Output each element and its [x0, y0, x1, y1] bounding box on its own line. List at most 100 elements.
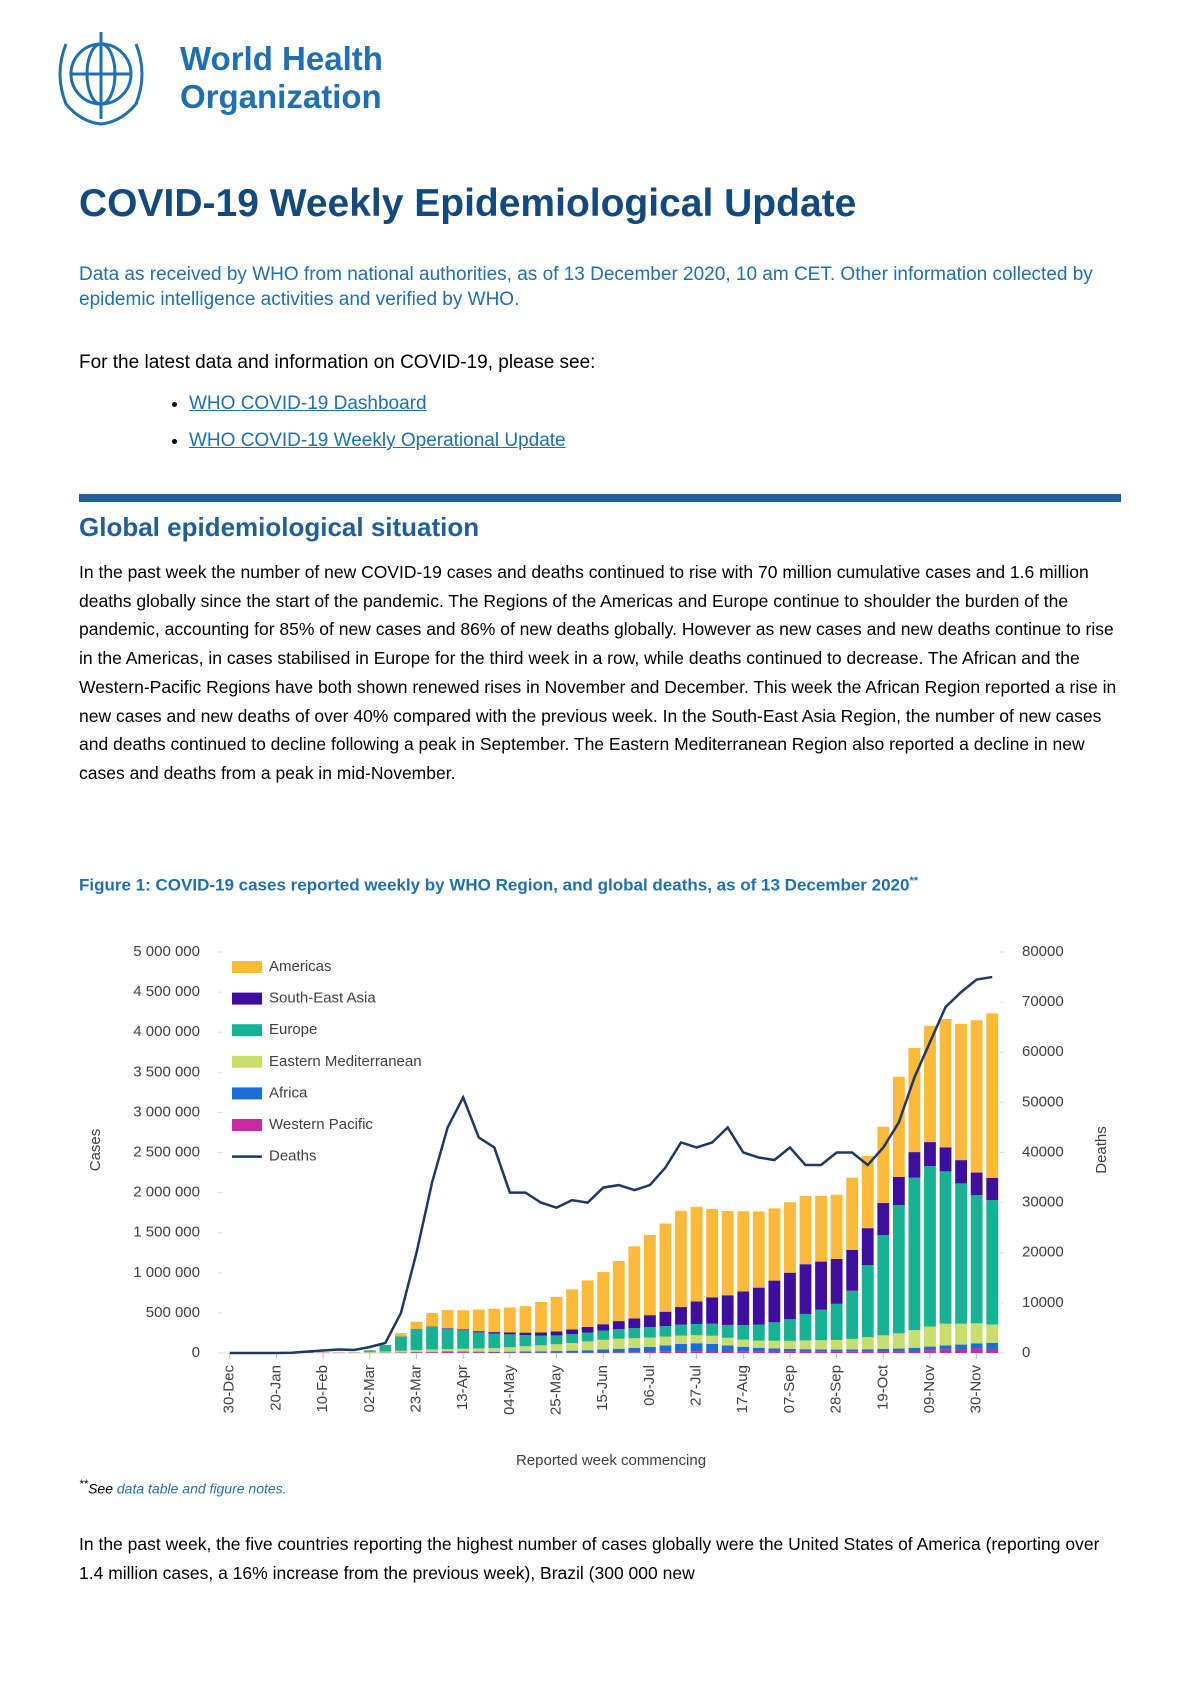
bar-segment [597, 1324, 610, 1331]
bar-segment [955, 1023, 968, 1161]
y-tick-label: 0 [192, 1344, 200, 1361]
link[interactable]: WHO COVID-19 Weekly Operational Update [189, 430, 566, 451]
bar-segment [643, 1346, 656, 1353]
bar-segment [908, 1177, 921, 1331]
bar-segment [690, 1343, 703, 1352]
link[interactable]: WHO COVID-19 Dashboard [189, 393, 427, 414]
bar-segment [861, 1265, 874, 1338]
bar-segment [503, 1351, 516, 1353]
bar-segment [892, 1333, 905, 1349]
bar-segment [503, 1307, 516, 1333]
bar-segment [970, 1323, 983, 1344]
bar-segment [426, 1352, 438, 1353]
bar-segment [550, 1351, 563, 1353]
bar-segment [519, 1306, 532, 1333]
bar-segment [628, 1328, 641, 1339]
legend-label: Europe [269, 1021, 317, 1038]
bar-segment [784, 1351, 796, 1353]
bar-segment [970, 1343, 983, 1349]
bar-segment [752, 1351, 765, 1353]
bar-segment [924, 1346, 936, 1351]
bar-segment [877, 1335, 890, 1349]
bar-segment [955, 1323, 968, 1345]
bar-segment [799, 1264, 812, 1314]
bar-segment [784, 1272, 796, 1320]
y-tick-label: 4 500 000 [133, 983, 200, 1000]
bar-segment [472, 1348, 485, 1352]
bar-segment [768, 1280, 781, 1323]
legend-label: Deaths [269, 1148, 317, 1165]
bar-segment [877, 1203, 890, 1236]
bar-segment [363, 1351, 376, 1353]
bar-segment [706, 1343, 719, 1351]
bar-segment [970, 1172, 983, 1196]
bar-segment [939, 1323, 952, 1346]
legend-swatch [232, 1024, 262, 1037]
bar-segment [628, 1246, 641, 1319]
subtitle: Data as received by WHO from national au… [79, 264, 1093, 310]
bar-segment [846, 1290, 859, 1339]
footnote-link[interactable]: data table and figure notes. [116, 1480, 287, 1497]
link-list: WHO COVID-19 Dashboard WHO COVID-19 Week… [79, 385, 566, 459]
bar-segment [768, 1348, 781, 1352]
bar-segment [721, 1211, 734, 1296]
bar-segment [830, 1194, 843, 1259]
bar-segment [410, 1352, 423, 1353]
bar-segment [861, 1228, 874, 1266]
bar-segment [550, 1331, 563, 1336]
y2-tick-label: 40000 [1022, 1143, 1064, 1160]
bar-segment [768, 1208, 781, 1281]
bar-segment [659, 1351, 672, 1353]
bar-segment [457, 1352, 470, 1353]
bar-segment [924, 1142, 936, 1167]
bar-segment [721, 1324, 734, 1338]
bar-segment [784, 1202, 796, 1273]
bar-segment [986, 1200, 999, 1325]
bar-segment [924, 1326, 936, 1347]
x-axis-title: Reported week commencing [516, 1452, 706, 1469]
bar-segment [472, 1309, 485, 1332]
bar-segment [597, 1349, 610, 1353]
footnote: **See data table and figure notes. [79, 1478, 287, 1497]
x-tick-label: 09-Nov [921, 1365, 938, 1414]
bar-segment [566, 1329, 579, 1335]
bar-segment [924, 1166, 936, 1327]
bar-segment [441, 1309, 454, 1329]
caption-mark: ** [909, 875, 918, 887]
bar-segment [550, 1344, 563, 1352]
bar-segment [784, 1319, 796, 1341]
bar-segment [488, 1351, 501, 1353]
bar-segment [675, 1210, 687, 1308]
bar-segment [519, 1332, 532, 1336]
bar-segment [659, 1345, 672, 1352]
bar-segment [752, 1287, 765, 1325]
x-tick-label: 04-May [501, 1365, 518, 1416]
bar-segment [690, 1351, 703, 1353]
bar-segment [519, 1335, 532, 1347]
legend-label: Eastern Mediterranean [269, 1053, 422, 1070]
bar-segment [877, 1348, 890, 1352]
bar-segment [675, 1351, 687, 1353]
bar-segment [441, 1352, 454, 1353]
x-tick-label: 27-Jul [688, 1365, 705, 1406]
bar-segment [737, 1291, 750, 1326]
bar-segment [908, 1152, 921, 1178]
links-intro: For the latest data and information on C… [79, 352, 596, 373]
chart: Cases Deaths Reported week commencing 0 5… [87, 943, 1110, 1469]
bar-segment [721, 1337, 734, 1346]
bar-segment [597, 1330, 610, 1340]
bar-segment [441, 1329, 454, 1350]
y-tick-label: 5 000 000 [133, 943, 200, 960]
bar-segment [752, 1347, 765, 1352]
bar-segment [815, 1349, 827, 1352]
bar-segment [628, 1338, 641, 1348]
bar-segment [643, 1327, 656, 1338]
bar-segment [892, 1205, 905, 1334]
bar-segment [721, 1295, 734, 1325]
y-tick-label: 1 500 000 [133, 1224, 200, 1241]
who-emblem [58, 32, 144, 126]
bar-segment [830, 1339, 843, 1350]
x-tick-label: 06-Jul [641, 1365, 658, 1406]
y2-tick-label: 80000 [1022, 943, 1064, 960]
